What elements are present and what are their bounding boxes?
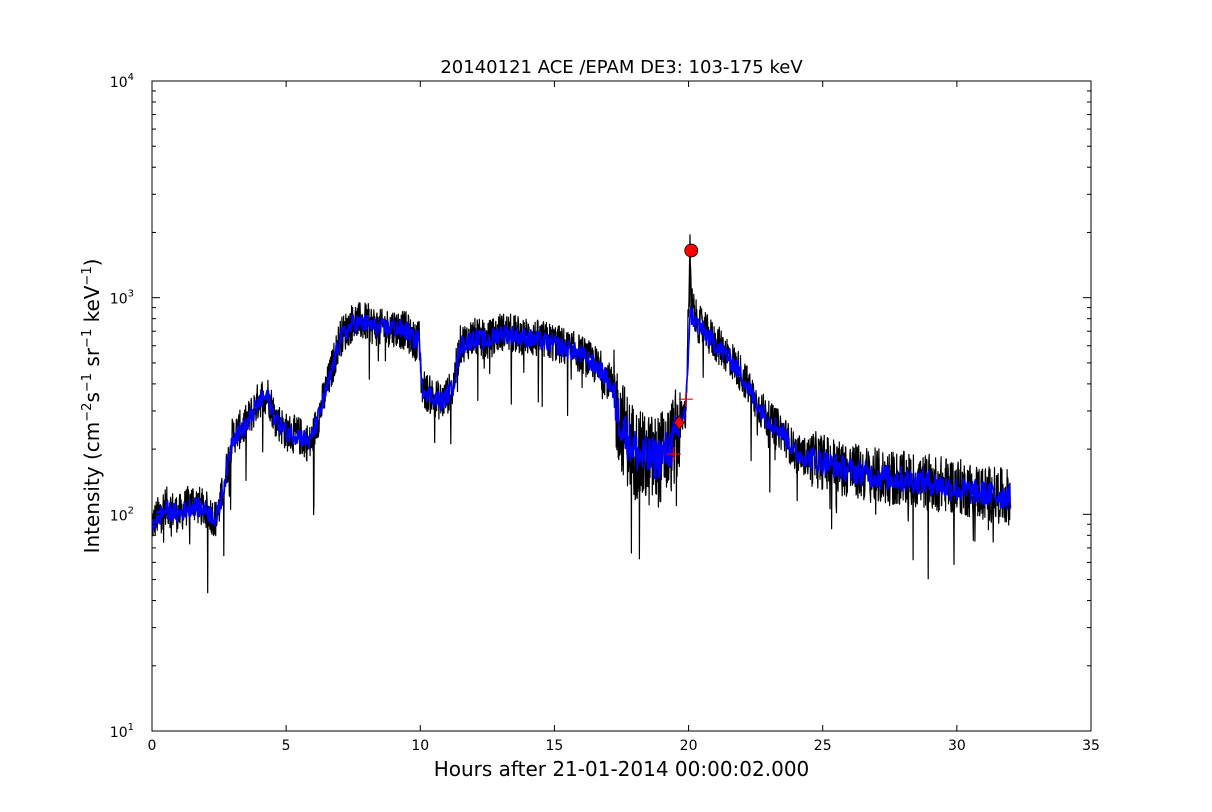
x-axis-label: Hours after 21-01-2014 00:00:02.000 [434, 757, 810, 781]
x-tick-label: 15 [546, 738, 564, 754]
marker-layer [666, 243, 699, 461]
x-tick-label: 25 [814, 738, 832, 754]
y-axis-label-exponent: −1 [80, 329, 95, 348]
y-tick-label: 103 [110, 289, 134, 308]
y-tick-label: 102 [110, 505, 134, 524]
y-axis-label-part: keV [80, 285, 104, 329]
ticks-layer: 0 5 10 15 20 25 30 35 101 102 103 104 [110, 72, 1100, 754]
y-axis-label-exponent: −1 [80, 266, 95, 285]
y-tick-label: 104 [110, 72, 134, 91]
y-axis-label-exponent: −2 [80, 403, 95, 422]
x-tick-label: 10 [411, 738, 429, 754]
range-marker [678, 392, 693, 407]
range-marker [666, 446, 681, 461]
x-tick-label: 5 [282, 738, 291, 754]
y-axis-label-exponent: −1 [80, 373, 95, 392]
onset-marker [673, 415, 685, 431]
y-axis-label: Intensity (cm−2s−1 sr−1 keV−1) [80, 259, 104, 554]
plot-area: 0 5 10 15 20 25 30 35 101 102 103 104 [110, 72, 1100, 754]
x-tick-label: 30 [948, 738, 966, 754]
peak-marker [684, 243, 699, 258]
y-axis-label-part: s [80, 392, 104, 402]
x-tick-label: 0 [148, 738, 157, 754]
y-axis-label-part: Intensity (cm [80, 422, 104, 554]
chart-title: 20140121 ACE /EPAM DE3: 103-175 keV [440, 57, 803, 78]
x-tick-label: 35 [1082, 738, 1100, 754]
series-line [152, 306, 1012, 531]
y-axis-label-part: sr [80, 347, 104, 373]
y-axis-label-part: ) [80, 259, 104, 267]
y-tick-label: 101 [110, 722, 134, 741]
x-tick-label: 20 [680, 738, 698, 754]
series-layer [152, 234, 1012, 594]
